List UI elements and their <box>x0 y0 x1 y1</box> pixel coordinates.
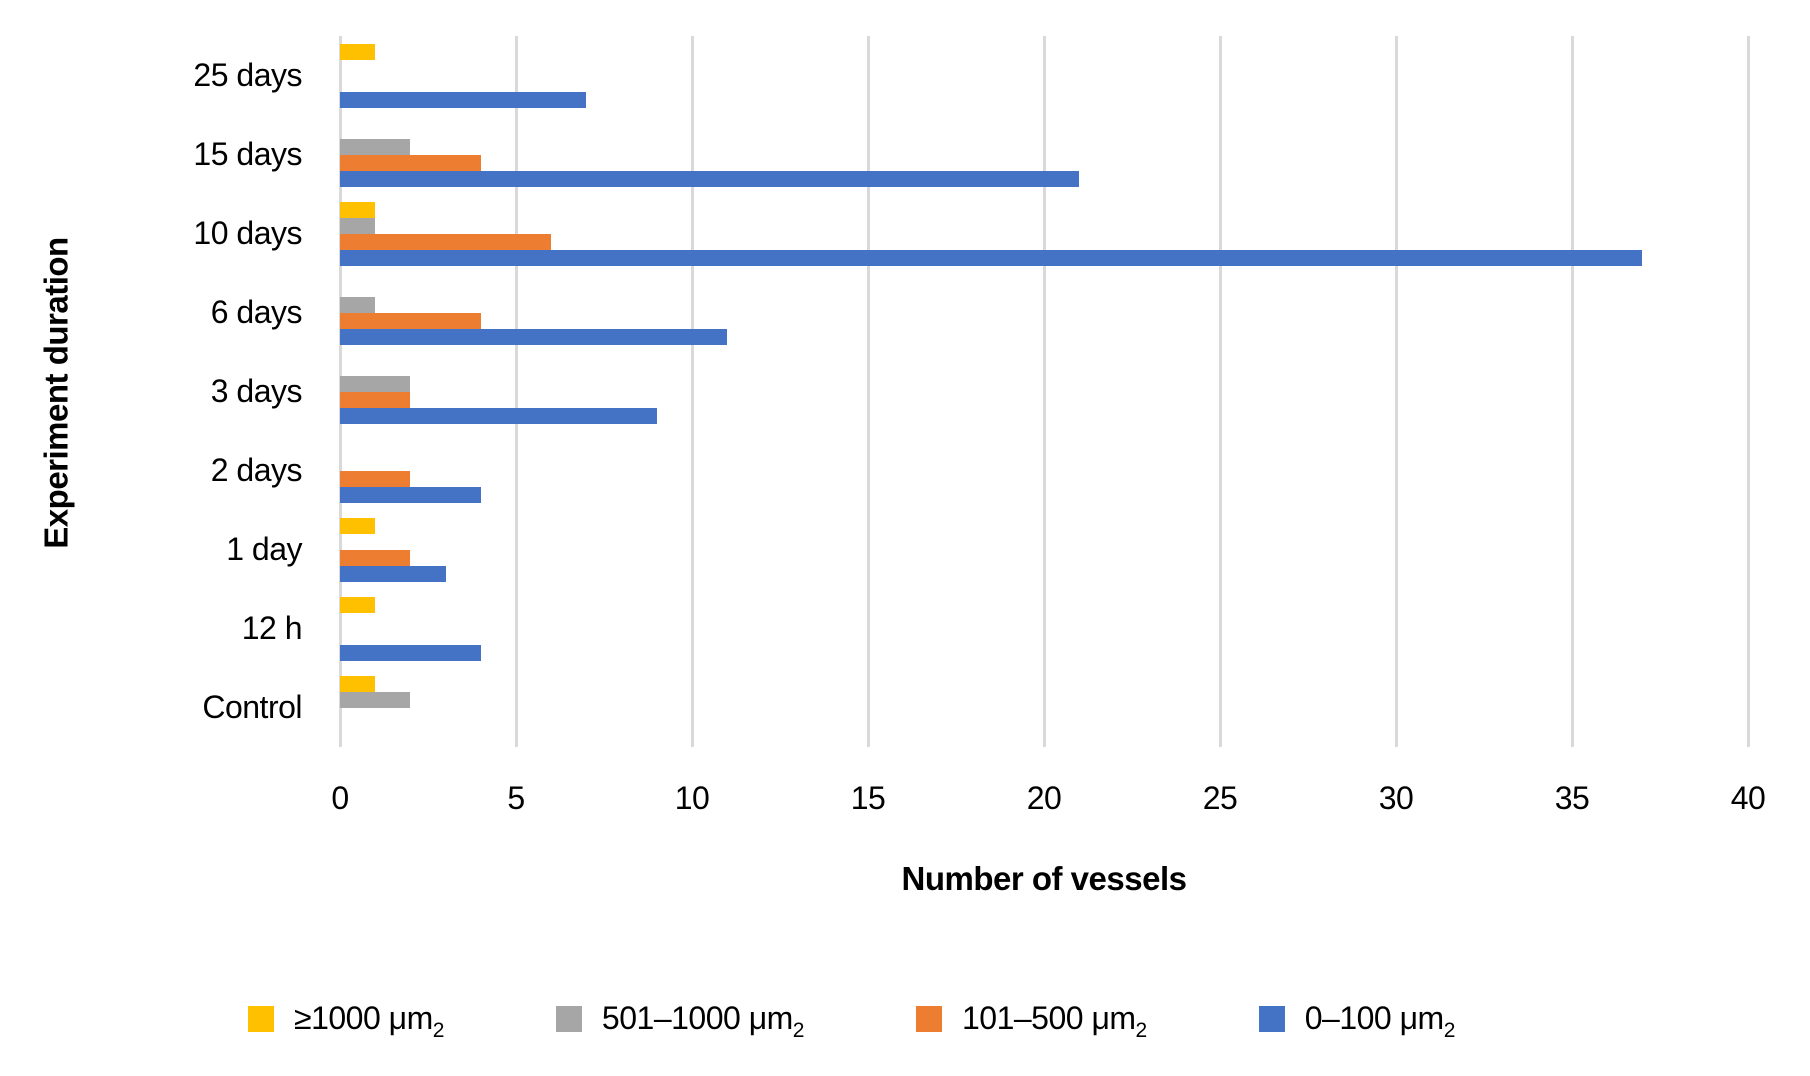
bar <box>340 691 411 708</box>
x-tick-label: 10 <box>674 780 710 816</box>
legend-item: 101–500 μm2 <box>915 1000 1147 1042</box>
category-label: 10 days <box>193 215 302 251</box>
legend-swatch <box>248 1005 274 1032</box>
bar <box>340 675 376 692</box>
legend-label: 501–1000 μm2 <box>601 1000 805 1042</box>
legend: ≥1000 μm2 501–1000 μm2 101–500 μm2 0–100 μm… <box>248 1000 1668 1042</box>
legend-swatch <box>915 1005 942 1032</box>
x-tick-label: 35 <box>1554 780 1590 816</box>
bar <box>340 375 411 392</box>
bar <box>340 565 446 582</box>
x-tick-label: 25 <box>1202 780 1238 816</box>
x-axis-ticks: 0 5 10 15 20 25 30 35 40 <box>331 780 1765 822</box>
bar <box>340 249 1643 266</box>
legend-label-subscript: 2 <box>792 1019 805 1042</box>
legend-label: 101–500 μm2 <box>961 1000 1147 1042</box>
bar <box>340 644 481 661</box>
gridline <box>866 36 870 747</box>
bar <box>340 549 411 566</box>
category-label: 12 h <box>241 610 303 646</box>
gridline <box>690 36 694 747</box>
category-label: 1 day <box>226 531 302 567</box>
category-label: 6 days <box>210 294 303 330</box>
legend-label-subscript: 2 <box>1443 1019 1456 1042</box>
bar <box>340 407 657 424</box>
bar <box>340 470 411 487</box>
bar <box>340 312 481 329</box>
legend-label-subscript: 2 <box>432 1019 445 1042</box>
bar <box>340 201 376 218</box>
bar <box>340 391 411 408</box>
x-tick-label: 5 <box>507 780 525 816</box>
legend-label: 0–100 μm2 <box>1304 1000 1456 1042</box>
legend-label-subscript: 2 <box>1135 1019 1148 1042</box>
x-tick-label: 30 <box>1378 780 1414 816</box>
y-axis-labels: 25 days 15 days 10 days 6 days 3 days 2 days 1… <box>0 36 302 747</box>
gridline <box>1570 36 1574 747</box>
bar <box>340 43 376 60</box>
bar <box>340 233 552 250</box>
gridline <box>514 36 518 747</box>
bar <box>340 328 728 345</box>
category-label: 3 days <box>210 373 303 409</box>
x-tick-label: 0 <box>331 780 349 816</box>
x-axis-title: Number of vessels <box>901 860 1187 897</box>
gridline <box>1394 36 1398 747</box>
bar <box>340 217 376 234</box>
category-label: 15 days <box>193 136 302 172</box>
legend-swatch <box>555 1005 582 1032</box>
bar <box>340 170 1080 187</box>
x-tick-label: 40 <box>1730 780 1766 816</box>
bar <box>340 138 411 155</box>
legend-item: 501–1000 μm2 <box>555 1000 805 1042</box>
bar <box>340 296 376 313</box>
category-label: Control <box>202 689 302 725</box>
category-label: 25 days <box>193 57 302 93</box>
bar <box>340 91 587 108</box>
legend-item: ≥1000 μm2 <box>248 1000 444 1042</box>
bar <box>340 154 481 171</box>
bar <box>340 517 376 534</box>
x-tick-label: 15 <box>850 780 886 816</box>
x-tick-label: 20 <box>1026 780 1062 816</box>
gridline <box>1042 36 1046 747</box>
bar <box>340 596 376 613</box>
legend-label: ≥1000 μm2 <box>294 1000 444 1042</box>
category-label: 2 days <box>210 452 303 488</box>
gridline <box>1218 36 1222 747</box>
bar <box>340 486 481 503</box>
gridline <box>1746 36 1750 747</box>
legend-swatch <box>1258 1005 1285 1032</box>
plot-area <box>338 36 1750 747</box>
legend-item: 0–100 μm2 <box>1258 1000 1456 1042</box>
